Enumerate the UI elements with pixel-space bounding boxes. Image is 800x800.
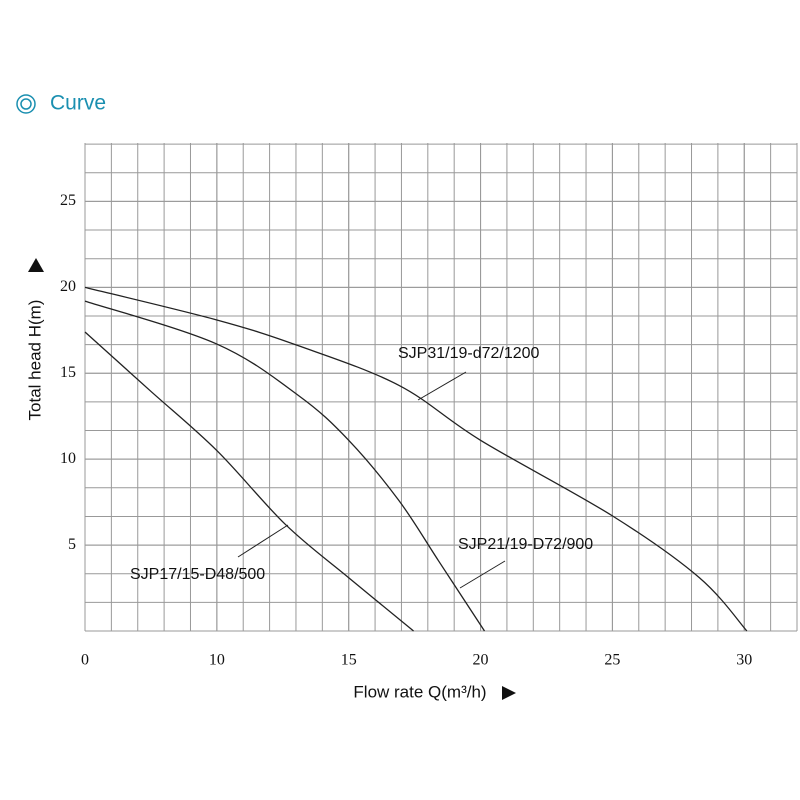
leader-line [459, 560, 506, 589]
leader-line [237, 524, 289, 558]
x-tick-label: 10 [209, 652, 225, 669]
y-tick-label: 5 [68, 536, 76, 553]
title-icon [20, 98, 32, 110]
y-tick-label: 10 [60, 450, 76, 467]
curve [84, 331, 414, 632]
y-tick-label: 20 [60, 278, 76, 295]
x-tick-label: 30 [736, 652, 752, 669]
x-tick-label: 25 [604, 652, 620, 669]
plot: SJP31/19-d72/1200 SJP21/19-D72/900 SJP17/1… [84, 286, 748, 632]
x-axis-arrow [502, 686, 516, 700]
y-axis-label: Total head H(m) [25, 300, 44, 421]
x-tick-label: 15 [341, 652, 357, 669]
y-tick-label: 25 [60, 192, 76, 209]
y-tick-label: 15 [60, 364, 76, 381]
curve [84, 286, 748, 632]
title-icon [16, 94, 36, 114]
curve [84, 300, 486, 632]
curve-label: SJP17/15-D48/500 [130, 566, 265, 583]
x-axis-label: Flow rate Q(m³/h) [353, 682, 486, 701]
x-tick-label: 0 [81, 652, 89, 669]
chart-title: Curve [50, 92, 106, 115]
curve-label: SJP21/19-D72/900 [458, 536, 593, 553]
leader-line [417, 371, 467, 401]
x-tick-label: 20 [473, 652, 489, 669]
y-axis-arrow [28, 258, 44, 272]
curve-label: SJP31/19-d72/1200 [398, 345, 540, 362]
